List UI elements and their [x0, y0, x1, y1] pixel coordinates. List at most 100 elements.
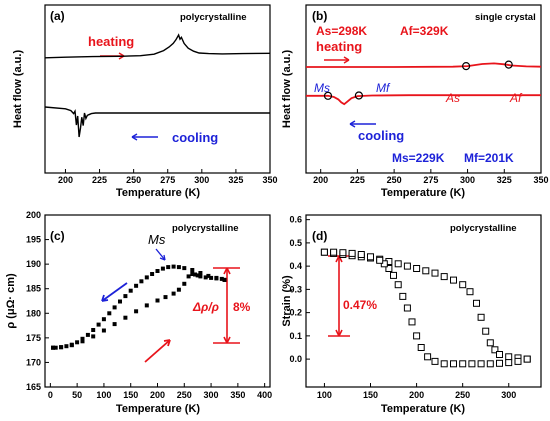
panel-d-point-cooling [376, 256, 384, 264]
panel-b-frame [305, 4, 542, 174]
panel-c-xtick-label: 300 [204, 390, 219, 400]
panel-c-point-cooling [171, 264, 176, 269]
panel-b-ylabel: Heat flow (a.u.) [281, 50, 293, 129]
panel-c-cooling-arrow [101, 282, 128, 302]
panel-a-xticks: 200 225 250 275 300 325 350 [58, 169, 278, 185]
panel-c-xlabel: Temperature (K) [116, 403, 200, 415]
panel-d-point-cooling [417, 344, 425, 351]
panel-b-Ms-marker: Ms [314, 81, 330, 95]
panel-c-point-cooling [107, 311, 112, 316]
panel-d-point-cooling [424, 353, 432, 361]
panel-d-point-heating [440, 273, 448, 281]
panel-c-point-cooling [118, 299, 122, 304]
panel-d-point-cooling [505, 359, 513, 367]
panel-c-ylabel: ρ (μΩ· cm) [5, 273, 17, 329]
panel-c-point-cooling [166, 265, 171, 270]
panel-d-point-cooling [385, 265, 393, 272]
panel-c-point-heating [59, 345, 64, 350]
panel-d-ytick-label: 0.1 [289, 331, 302, 341]
panel-b-cooling-label: cooling [358, 128, 404, 143]
panel-d-ylabel: Strain (%) [281, 275, 293, 327]
panel-b-label: (b) [312, 9, 327, 23]
panel-d-point-cooling [390, 271, 397, 279]
panel-b-xtick-label: 300 [460, 175, 475, 185]
panel-c-point-cooling [96, 322, 101, 327]
panel-d-tag: polycrystalline [450, 223, 517, 234]
panel-b-xtick-label: 250 [387, 175, 402, 185]
panel-d-point-cooling [459, 360, 467, 368]
panel-d-strain-value: 0.47% [343, 298, 377, 312]
panel-b-As-label: As=298K [316, 24, 367, 38]
panel-b-xlabel: Temperature (K) [381, 187, 465, 199]
panel-c-point-cooling [85, 332, 90, 337]
panel-c-ratio-value: 8% [233, 300, 251, 314]
panel-d-xtick-label: 100 [317, 390, 332, 400]
panel-c-delta-bracket [213, 267, 240, 344]
panel-d-point-heating [505, 353, 513, 361]
panel-c-Ms-label: Ms [148, 232, 166, 247]
panel-d-point-heating [486, 339, 494, 347]
panel-d-xtick-label: 300 [501, 390, 516, 400]
panel-b-Mf-marker: Mf [376, 81, 391, 95]
panel-b-point-Af [504, 60, 513, 69]
panel-b: (b) single crystal As=298K Af=329K heati… [281, 4, 549, 199]
panel-c-xtick-label: 100 [96, 390, 111, 400]
panel-a: (a) polycrystalline heating cooling Temp… [12, 4, 278, 199]
panel-d-point-heating [473, 299, 480, 307]
panel-d-ytick-label: 0.5 [289, 238, 302, 248]
panel-c-point-heating [198, 274, 203, 279]
panel-c-xtick-label: 150 [123, 390, 138, 400]
panel-c-point-heating [214, 276, 219, 281]
panel-c-point-cooling [155, 269, 160, 273]
panel-d-frame [305, 214, 542, 388]
panel-b-Ms-value: Ms=229K [392, 151, 445, 165]
panel-c-point-heating [182, 281, 187, 286]
panel-c-point-heating [203, 275, 208, 280]
panel-d-point-cooling [330, 248, 338, 256]
panel-d-ytick-label: 0.6 [289, 215, 302, 225]
panel-c-point-heating [193, 272, 197, 277]
panel-c-point-heating [186, 274, 191, 279]
panel-d-point-heating [466, 288, 474, 296]
panel-d-point-heating [431, 269, 439, 277]
panel-d-point-cooling [367, 253, 374, 261]
panel-b-tag: single crystal [475, 12, 536, 23]
panel-b-heating-label: heating [316, 39, 362, 54]
panel-d-strain-bracket [328, 255, 350, 337]
panel-d-xlabel: Temperature (K) [381, 403, 465, 415]
panel-b-Af-marker: Af [509, 91, 523, 105]
panel-c-ytick-label: 165 [26, 382, 41, 392]
panel-c-heating-arrow [144, 339, 171, 363]
panel-c-point-cooling [101, 317, 106, 322]
panel-d-point-heating [477, 313, 485, 321]
panel-c-point-heating [209, 275, 214, 280]
panel-c: (c) polycrystalline Ms Δρ/ρ 8% Temperatu… [5, 210, 272, 415]
panel-a-label: (a) [50, 9, 65, 23]
panel-c-point-cooling [160, 266, 165, 271]
panel-c-ytick-label: 185 [26, 284, 41, 294]
panel-b-As-marker: As [445, 91, 460, 105]
panel-c-xtick-label: 350 [230, 390, 245, 400]
panel-c-xticks: 0 50 100 150 200 250 300 350 400 [48, 383, 272, 400]
panel-c-point-heating [134, 309, 139, 314]
panel-d-point-heating [422, 267, 430, 275]
panel-a-tag: polycrystalline [180, 12, 247, 23]
panel-a-cooling-label: cooling [172, 130, 218, 145]
panel-a-cooling-curve [44, 106, 270, 138]
panel-d-point-cooling [394, 281, 402, 289]
panel-c-point-heating [51, 345, 55, 350]
panel-d-yticks: 0.0 0.1 0.2 0.3 0.4 0.5 0.6 [289, 215, 310, 364]
panel-c-xtick-label: 400 [257, 390, 272, 400]
panel-c-Ms-arrow [155, 248, 166, 261]
panel-b-point-Ms [323, 91, 333, 100]
panel-d-xtick-label: 150 [363, 390, 378, 400]
panel-d-ytick-label: 0.4 [289, 261, 302, 271]
panel-c-point-cooling [91, 328, 96, 332]
panel-c-xtick-label: 200 [150, 390, 165, 400]
panel-c-xtick-label: 0 [48, 390, 53, 400]
panel-a-heating-label: heating [88, 34, 134, 49]
panel-c-yticks: 165 170 175 180 185 190 195 200 [26, 210, 49, 392]
panel-d-point-heating [394, 260, 402, 268]
panel-c-point-heating [112, 322, 117, 327]
panel-d-point-cooling [440, 360, 448, 368]
